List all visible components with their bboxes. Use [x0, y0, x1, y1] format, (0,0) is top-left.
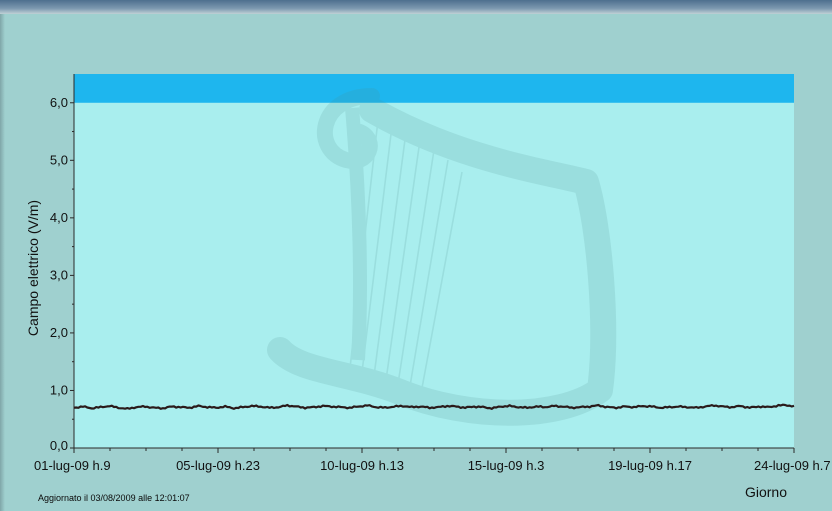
y-axis-title: Campo elettrico (V/m)	[25, 200, 41, 336]
x-tick-label: 05-lug-09 h.23	[176, 458, 260, 473]
x-axis-title: Giorno	[745, 484, 787, 500]
x-tick-group: 01-lug-09 h.9 05-lug-09 h.23 10-lug-09 h.1…	[34, 448, 831, 473]
y-tick-label: 3,0	[50, 267, 68, 282]
y-tick-label: 1,0	[50, 382, 68, 397]
updated-timestamp: Aggiornato il 03/08/2009 alle 12:01:07	[38, 493, 190, 503]
window-title-bar	[0, 0, 832, 14]
x-tick-label: 19-lug-09 h.17	[608, 458, 692, 473]
series-line	[73, 403, 795, 410]
harp-watermark	[267, 88, 617, 426]
y-tick-label: 6,0	[50, 95, 68, 110]
limit-band	[74, 74, 794, 103]
y-tick-label: 0,0	[50, 438, 68, 453]
x-tick-label: 15-lug-09 h.3	[468, 458, 545, 473]
y-tick-group: 0,0 1,0 2,0 3,0 4,0 5,0 6,0	[50, 95, 74, 453]
x-tick-label: 24-lug-09 h.7	[754, 458, 831, 473]
window-border	[0, 14, 5, 511]
y-tick-label: 2,0	[50, 325, 68, 340]
y-tick-label: 4,0	[50, 210, 68, 225]
plot-area	[74, 74, 794, 448]
x-tick-label: 01-lug-09 h.9	[34, 458, 111, 473]
x-tick-label: 10-lug-09 h.13	[320, 458, 404, 473]
y-tick-label: 5,0	[50, 152, 68, 167]
